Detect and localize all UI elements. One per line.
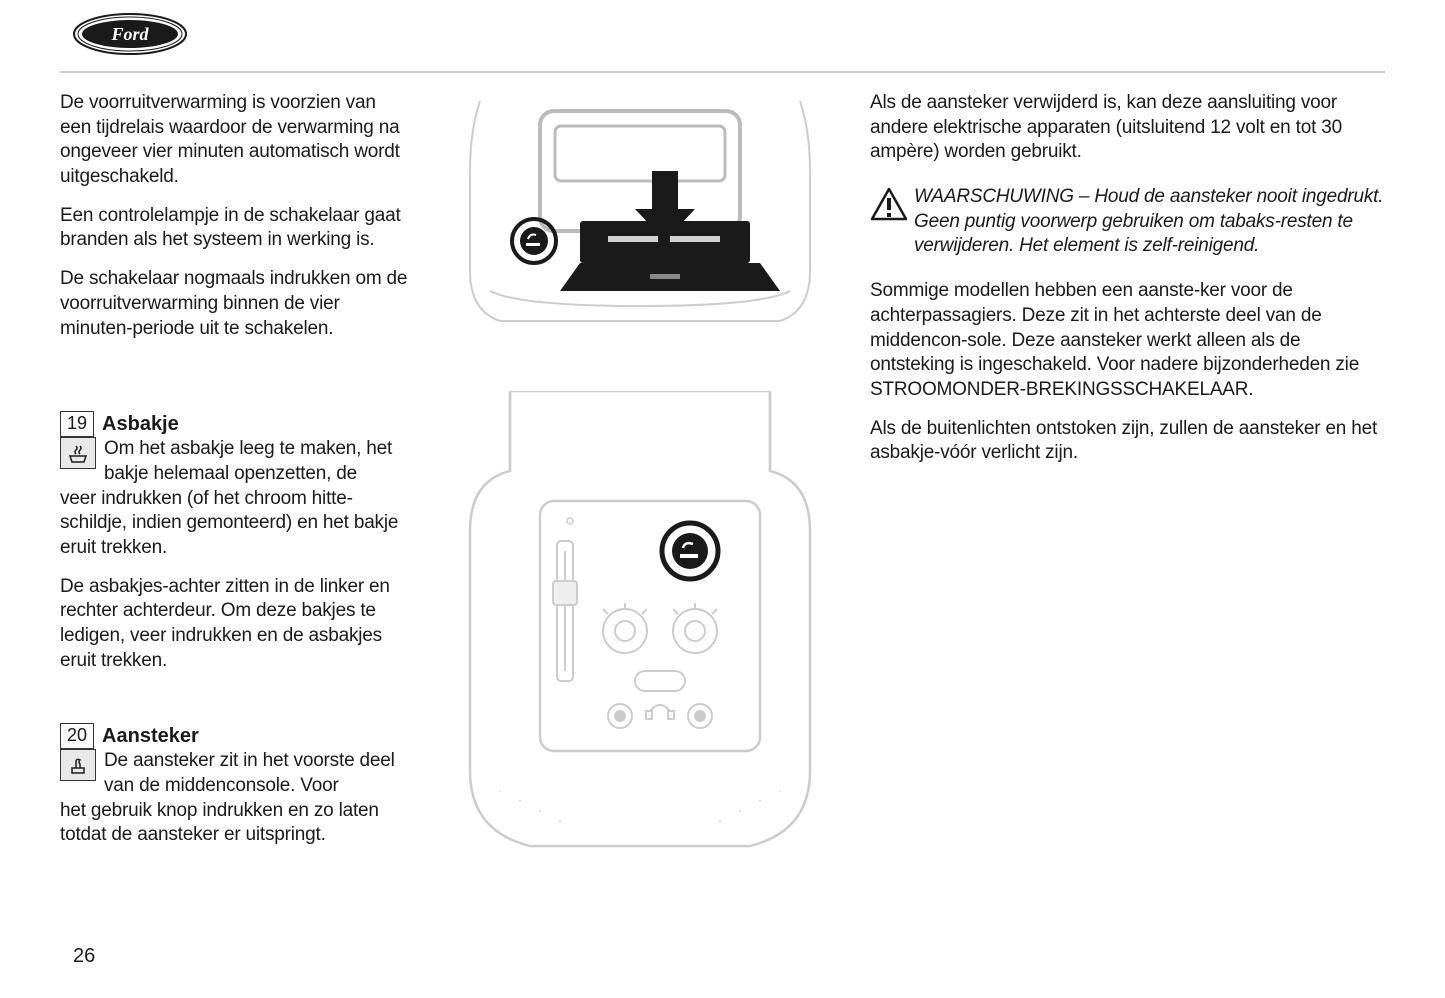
body-text: veer indrukken (of het chroom hitte-schi…: [60, 487, 410, 561]
section-19-header: 19 Asbakje: [60, 411, 410, 437]
section-title: Asbakje: [102, 411, 179, 437]
left-column: De voorruitverwarming is voorzien van ee…: [60, 91, 410, 862]
body-text: Sommige modellen hebben een aanste-ker v…: [870, 279, 1385, 402]
header-divider: [60, 71, 1385, 73]
brand-logo: Ford: [70, 10, 1385, 63]
ashtray-illustration: [460, 91, 820, 351]
section-number-box: 20: [60, 723, 94, 748]
body-text: het gebruik knop indrukken en zo laten t…: [60, 799, 410, 848]
body-text: De aansteker zit in het voorste deel van…: [104, 749, 410, 798]
body-text: De asbakjes-achter zitten in de linker e…: [60, 575, 410, 674]
manual-page: Ford De voorruitverwarming is voorzien v…: [0, 0, 1445, 998]
body-text: Een controlelampje in de schakelaar gaat…: [60, 204, 410, 253]
section-20-icon-lead: De aansteker zit in het voorste deel van…: [60, 749, 410, 798]
content-columns: De voorruitverwarming is voorzien van ee…: [60, 91, 1385, 862]
ashtray-icon: [60, 437, 96, 469]
warning-label: WAARSCHUWING: [914, 186, 1074, 207]
svg-text:Ford: Ford: [110, 24, 149, 44]
body-text: Als de aansteker verwijderd is, kan deze…: [870, 91, 1385, 165]
section-20-header: 20 Aansteker: [60, 723, 410, 749]
ford-logo-icon: Ford: [70, 10, 190, 58]
section-title: Aansteker: [102, 723, 199, 749]
cigarette-lighter-icon: [662, 523, 718, 579]
body-text: De schakelaar nogmaals indrukken om de v…: [60, 267, 410, 341]
body-text: De voorruitverwarming is voorzien van ee…: [60, 91, 410, 190]
body-text: Als de buitenlichten ontstoken zijn, zul…: [870, 417, 1385, 466]
console-illustration: [450, 391, 830, 851]
right-column: Als de aansteker verwijderd is, kan deze…: [870, 91, 1385, 862]
illustration-column: [440, 91, 840, 862]
warning-block: WAARSCHUWING – Houd de aansteker nooit i…: [870, 185, 1385, 259]
section-number-box: 19: [60, 411, 94, 436]
page-number: 26: [73, 945, 95, 968]
body-text: Om het asbakje leeg te maken, het bakje …: [104, 437, 410, 486]
warning-triangle-icon: [870, 187, 908, 221]
lighter-icon: [60, 749, 96, 781]
warning-text: WAARSCHUWING – Houd de aansteker nooit i…: [914, 185, 1385, 259]
section-19-icon-lead: Om het asbakje leeg te maken, het bakje …: [60, 437, 410, 486]
